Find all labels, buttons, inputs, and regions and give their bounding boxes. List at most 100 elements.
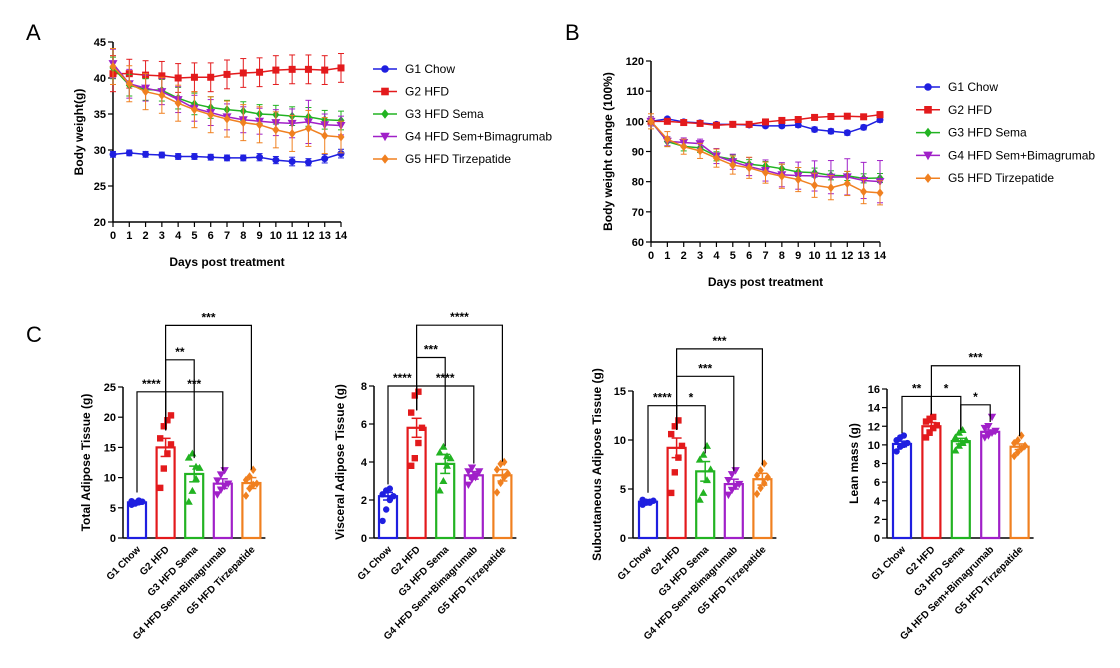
x-tick-label: 10: [270, 230, 282, 242]
legend-label: G2 HFD: [948, 103, 992, 117]
bracket-line: [416, 324, 503, 462]
data-point: [497, 478, 504, 488]
bar-group: [155, 412, 176, 540]
data-point: [663, 134, 671, 144]
data-point: [958, 425, 967, 433]
data-point: [272, 66, 280, 74]
data-point: [727, 471, 737, 479]
data-point: [467, 464, 477, 472]
data-point: [207, 110, 215, 120]
significance-label: ****: [142, 377, 161, 391]
y-axis-title: Lean mass (g): [847, 423, 861, 504]
data-point: [213, 491, 222, 499]
data-point: [1014, 436, 1021, 445]
data-point: [668, 430, 675, 438]
data-point: [876, 188, 884, 198]
data-point: [680, 119, 688, 127]
data-point: [501, 473, 508, 482]
data-point: [288, 128, 296, 138]
data-point: [724, 491, 733, 500]
data-point: [1018, 431, 1025, 440]
data-point: [158, 151, 166, 159]
data-point: [464, 468, 473, 476]
data-point: [415, 439, 422, 447]
data-point: [418, 424, 426, 431]
data-point: [860, 123, 868, 131]
data-point: [446, 454, 455, 462]
data-point: [439, 442, 448, 450]
bar-group: [463, 464, 484, 540]
significance-label: **: [912, 381, 922, 395]
data-point: [663, 117, 671, 125]
data-point: [223, 154, 231, 162]
data-point: [272, 156, 280, 164]
legend-marker: [381, 65, 389, 73]
significance-label: ***: [698, 361, 712, 375]
bar: [921, 425, 942, 540]
y-tick-label: 90: [632, 147, 644, 159]
data-point: [1011, 438, 1018, 448]
data-point: [504, 469, 511, 478]
significance-bracket: ****: [136, 377, 167, 493]
data-point: [288, 65, 296, 73]
data-point: [242, 491, 250, 500]
data-point: [729, 160, 737, 170]
x-axis-title: Days post treatment: [169, 255, 284, 269]
data-point: [930, 413, 937, 421]
x-tick-label: 6: [746, 250, 752, 262]
significance-label: ****: [450, 310, 469, 324]
x-tick-label: 4: [175, 230, 182, 242]
bracket-line: [901, 395, 933, 434]
y-tick-label: 15: [104, 442, 116, 454]
data-point: [304, 65, 312, 73]
y-tick-label: 16: [868, 384, 880, 396]
bracket-line: [165, 324, 252, 470]
bar: [155, 446, 176, 540]
x-tick-label: 14: [874, 250, 887, 262]
data-point: [408, 462, 415, 469]
data-point: [435, 448, 444, 456]
significance-label: ****: [436, 371, 455, 385]
legend-label: G4 HFD Sem+Bimagrumab: [948, 148, 1095, 162]
legend-label: G1 Chow: [948, 80, 998, 94]
data-point: [778, 171, 786, 181]
legend-marker: [380, 132, 390, 142]
data-point: [379, 517, 386, 525]
bar-group: [695, 441, 716, 540]
bar-group: [723, 467, 744, 540]
data-point: [843, 112, 851, 120]
bar-group: [921, 413, 942, 540]
x-tick-label: 7: [224, 230, 230, 242]
bar-group: [1009, 431, 1030, 540]
data-point: [192, 462, 200, 470]
data-point: [991, 427, 1000, 436]
y-tick-label: 4: [361, 457, 368, 469]
data-point: [184, 497, 193, 505]
data-point: [174, 74, 182, 82]
data-point: [188, 449, 197, 457]
data-point: [190, 105, 198, 115]
x-tick-label: 12: [841, 250, 853, 262]
data-point: [678, 442, 686, 450]
legend-label: G4 HFD Sem+Bimagrumab: [405, 130, 552, 144]
data-point: [811, 125, 819, 133]
bar-group: [980, 413, 1001, 540]
data-point: [256, 68, 264, 76]
data-point: [753, 489, 761, 499]
x-tick-label: 6: [208, 230, 214, 242]
data-point: [762, 118, 769, 126]
data-point: [753, 471, 761, 480]
data-point: [745, 120, 753, 128]
bar: [891, 442, 913, 540]
data-point: [876, 111, 884, 119]
significance-label: ***: [968, 351, 982, 365]
y-tick-label: 25: [104, 382, 116, 394]
data-point: [253, 479, 260, 488]
data-point: [125, 149, 133, 157]
bar-group: [891, 432, 913, 540]
data-point: [337, 64, 345, 72]
significance-label: ***: [424, 343, 438, 357]
bar-group: [126, 497, 148, 540]
data-point: [922, 418, 930, 425]
